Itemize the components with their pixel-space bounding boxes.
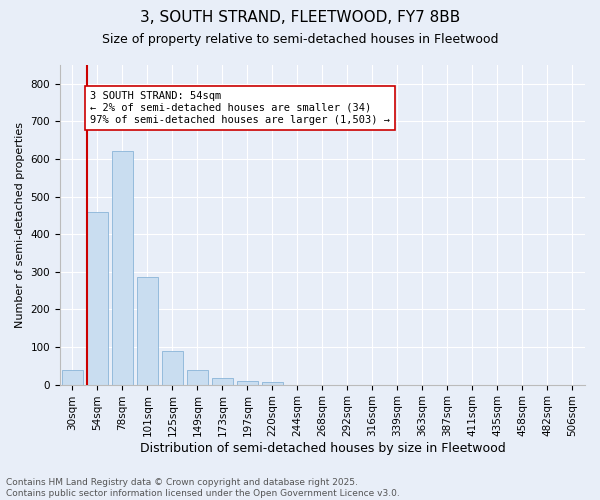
Bar	[62, 370, 83, 384]
Y-axis label: Number of semi-detached properties: Number of semi-detached properties	[15, 122, 25, 328]
Text: 3, SOUTH STRAND, FLEETWOOD, FY7 8BB: 3, SOUTH STRAND, FLEETWOOD, FY7 8BB	[140, 10, 460, 25]
Bar	[237, 381, 258, 384]
Bar	[212, 378, 233, 384]
Bar	[87, 212, 108, 384]
Bar	[262, 382, 283, 384]
Bar	[162, 351, 183, 384]
Text: 3 SOUTH STRAND: 54sqm
← 2% of semi-detached houses are smaller (34)
97% of semi-: 3 SOUTH STRAND: 54sqm ← 2% of semi-detac…	[90, 92, 390, 124]
Bar	[137, 278, 158, 384]
X-axis label: Distribution of semi-detached houses by size in Fleetwood: Distribution of semi-detached houses by …	[140, 442, 505, 455]
Bar	[112, 152, 133, 384]
Text: Size of property relative to semi-detached houses in Fleetwood: Size of property relative to semi-detach…	[102, 32, 498, 46]
Text: Contains HM Land Registry data © Crown copyright and database right 2025.
Contai: Contains HM Land Registry data © Crown c…	[6, 478, 400, 498]
Bar	[187, 370, 208, 384]
